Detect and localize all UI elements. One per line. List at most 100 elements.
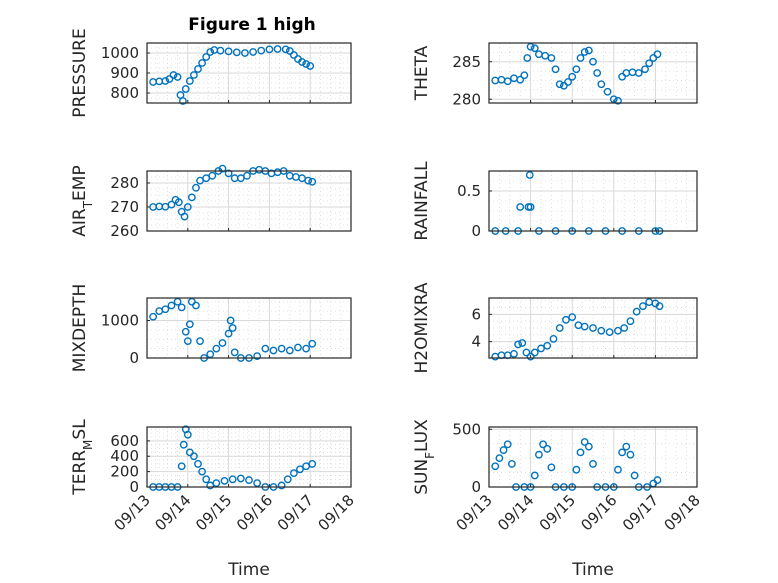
data-point <box>516 203 525 211</box>
x-axis-label: Time <box>571 560 614 580</box>
data-point <box>510 350 518 358</box>
data-point <box>308 460 317 468</box>
data-point <box>177 462 186 471</box>
data-point <box>503 77 512 86</box>
data-point <box>220 476 229 485</box>
data-point <box>555 80 564 89</box>
data-point <box>185 320 194 329</box>
data-point <box>645 59 654 68</box>
data-point <box>261 344 270 353</box>
y-axis-label: MIXDEPTH <box>70 284 90 373</box>
axes-box <box>146 170 352 232</box>
data-point <box>584 442 593 451</box>
data-point <box>190 452 198 461</box>
data-point <box>495 454 504 463</box>
y-axis-label: H2OMIXRA <box>412 282 432 373</box>
data-point <box>257 46 266 55</box>
x-tick-label: 09/16 <box>577 491 620 534</box>
data-point <box>161 305 170 314</box>
axes-0: 800 900 1000 PRESSURE <box>70 28 352 118</box>
data-point <box>212 479 221 488</box>
data-point <box>653 50 662 59</box>
y-axis-label: TERRMSL <box>70 419 95 496</box>
data-point <box>183 430 192 439</box>
y-axis-label: AIRTEMP <box>70 165 95 236</box>
data-point <box>167 301 176 310</box>
data-point <box>241 49 249 57</box>
data-point <box>277 481 286 490</box>
data-point <box>603 87 612 96</box>
y-axis-label: SUNFLUX <box>412 419 437 495</box>
data-point <box>526 203 535 211</box>
data-point <box>499 446 508 454</box>
y-tick-label: 285 <box>452 53 481 71</box>
data-point <box>167 200 176 209</box>
data-point <box>516 75 525 84</box>
data-point <box>183 203 192 211</box>
x-tick-label: 09/18 <box>315 491 358 534</box>
data-point <box>622 442 631 451</box>
data-point <box>634 69 643 77</box>
axes-2: 260 270 280 AIRTEMP <box>70 164 352 240</box>
data-point <box>228 475 237 484</box>
data-point <box>626 317 635 326</box>
axes-box <box>146 42 352 104</box>
x-tick-label: 09/14 <box>151 491 194 534</box>
data-point <box>547 463 556 472</box>
data-point <box>576 54 585 62</box>
axes-box <box>488 170 698 232</box>
data-point <box>183 337 192 346</box>
data-point <box>537 344 545 353</box>
data-point <box>543 445 552 453</box>
data-point <box>614 96 622 105</box>
data-point <box>620 324 629 332</box>
data-point <box>174 198 183 207</box>
axes-7: 0 500 SUNFLUX 09/1309/1409/1509/1609/1709/1… <box>412 419 704 580</box>
x-tick-label: 09/14 <box>494 491 537 534</box>
data-point <box>526 352 535 361</box>
data-point <box>289 469 298 478</box>
data-point <box>230 348 239 357</box>
data-point <box>584 46 593 55</box>
x-tick-label: 09/18 <box>661 491 704 534</box>
y-tick-label: 600 <box>110 432 139 450</box>
data-point <box>179 440 188 449</box>
data-point <box>605 328 614 336</box>
data-point <box>302 344 311 353</box>
data-point <box>185 77 194 85</box>
y-tick-label: 0 <box>471 478 481 496</box>
y-axis-label: RAINFALL <box>412 161 432 241</box>
x-tick-label: 09/15 <box>192 491 235 534</box>
y-tick-label: 900 <box>110 64 139 82</box>
data-point <box>192 183 200 192</box>
data-point <box>185 448 194 457</box>
data-point <box>187 193 196 202</box>
data-point <box>194 65 202 73</box>
data-point <box>653 476 662 484</box>
axes-background <box>489 43 697 103</box>
data-point <box>232 48 241 57</box>
data-point <box>539 440 547 449</box>
data-point <box>283 475 292 484</box>
data-point <box>265 45 274 54</box>
data-point <box>306 62 315 70</box>
y-tick-label: 6 <box>471 305 481 323</box>
y-tick-label: 4 <box>471 333 481 351</box>
data-point <box>226 316 235 325</box>
data-point <box>491 462 500 471</box>
axes-6: 0200400600TERRMSL09/1309/1409/1509/1609/… <box>70 419 358 580</box>
axes-3: 0 0.5 RAINFALL <box>412 161 698 241</box>
data-point <box>249 48 257 56</box>
data-point <box>236 474 245 483</box>
y-tick-label: 1000 <box>101 44 139 62</box>
data-point <box>165 75 174 83</box>
data-point <box>173 73 182 81</box>
data-point <box>551 65 560 74</box>
data-point <box>589 324 597 332</box>
data-point <box>224 329 233 338</box>
data-point <box>547 54 556 62</box>
axes-box <box>488 297 698 359</box>
data-point <box>202 53 211 61</box>
data-point <box>597 326 606 335</box>
